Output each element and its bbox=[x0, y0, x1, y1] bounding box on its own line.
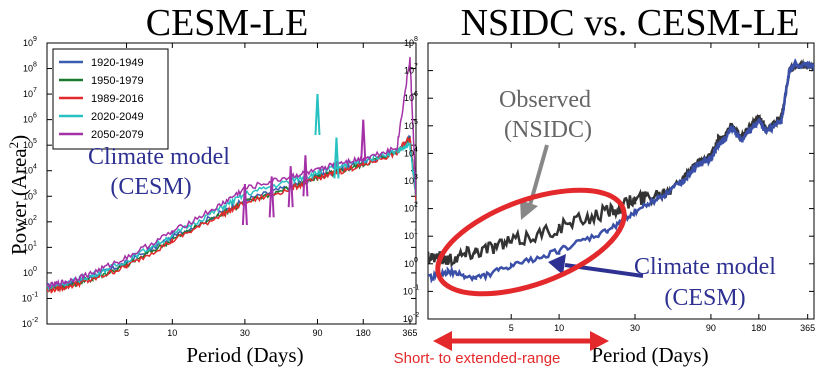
left-annotation-line2: (CESM) bbox=[110, 174, 191, 200]
model-label-line2: (CESM) bbox=[664, 285, 745, 311]
left-plot: 5 10 30 90 180 365 10-2 10-1 100 101 102 103 104 105 1… bbox=[22, 36, 418, 338]
y-tick-label: 106 bbox=[23, 113, 37, 125]
series-group bbox=[428, 57, 814, 284]
spectral-peak bbox=[287, 166, 294, 208]
x-tick-label: 30 bbox=[630, 323, 640, 333]
y-tick-label: 102 bbox=[23, 215, 37, 227]
x-tick-label: 365 bbox=[402, 328, 417, 338]
y-tick-label: 108 bbox=[23, 62, 37, 74]
observed-label-line2: (NSIDC) bbox=[504, 117, 592, 143]
legend-label: 1989-2016 bbox=[91, 93, 144, 105]
y-tick-label: 100 bbox=[404, 257, 418, 269]
y-tick-label: 109 bbox=[23, 36, 37, 48]
series-line bbox=[47, 136, 416, 294]
left-x-label: Period (Days) bbox=[186, 343, 303, 367]
y-tick-label: 107 bbox=[23, 87, 37, 99]
spectral-peak bbox=[302, 155, 309, 197]
y-tick-label: 108 bbox=[404, 36, 418, 48]
x-tick-label: 5 bbox=[509, 323, 514, 333]
series-line bbox=[428, 57, 814, 284]
y-tick-label: 105 bbox=[404, 119, 418, 131]
y-tick-label: 107 bbox=[404, 64, 418, 76]
y-tick-label: 104 bbox=[404, 146, 418, 158]
y-tick-label: 10-1 bbox=[403, 284, 419, 296]
x-tick-label: 10 bbox=[167, 328, 177, 338]
legend-label: 1950-1979 bbox=[91, 75, 144, 87]
right-x-label: Period (Days) bbox=[591, 343, 708, 367]
y-tick-label: 101 bbox=[404, 229, 418, 241]
left-y-label-sup: 2 bbox=[6, 142, 21, 149]
y-tick-label: 10-1 bbox=[22, 291, 38, 303]
short-range-ellipse bbox=[435, 187, 627, 297]
legend: 1920-1949 1950-1979 1989-2016 2020-2049 2050… bbox=[52, 48, 169, 150]
y-tick-label: 103 bbox=[23, 189, 37, 201]
y-tick-label: 104 bbox=[23, 164, 37, 176]
spectral-peak bbox=[333, 137, 340, 179]
left-y-label-main: Power (Area bbox=[7, 148, 31, 255]
y-tick-label: 10-2 bbox=[22, 317, 38, 329]
left-y-label-close: ) bbox=[7, 135, 31, 142]
x-tick-label: 180 bbox=[356, 328, 371, 338]
y-tick-label: 103 bbox=[404, 174, 418, 186]
x-tick-label: 90 bbox=[312, 328, 322, 338]
y-tick-label: 102 bbox=[404, 202, 418, 214]
x-tick-label: 10 bbox=[554, 323, 564, 333]
x-tick-label: 30 bbox=[240, 328, 250, 338]
spectral-peak bbox=[360, 119, 367, 161]
series-line bbox=[47, 57, 416, 290]
series-group bbox=[47, 57, 416, 294]
legend-label: 2020-2049 bbox=[91, 111, 144, 123]
range-arrow bbox=[433, 331, 609, 351]
x-tick-label: 180 bbox=[751, 323, 766, 333]
y-tick-label: 10-2 bbox=[403, 312, 419, 324]
right-title: NSIDC vs. CESM-LE bbox=[461, 2, 800, 44]
model-label-line1: Climate model bbox=[634, 254, 776, 280]
left-annotation-line1: Climate model bbox=[88, 144, 230, 170]
y-tick-label: 105 bbox=[23, 138, 37, 150]
right-plot: 5 10 30 90 180 365 10-2 10-1 100 101 102 103 104 105 1… bbox=[403, 36, 815, 333]
x-tick-label: 5 bbox=[124, 328, 129, 338]
spectral-peak bbox=[268, 176, 275, 218]
left-y-label: Power (Area2) bbox=[6, 135, 31, 255]
spectral-peak bbox=[314, 94, 321, 136]
left-title: CESM-LE bbox=[146, 2, 309, 44]
spectral-peak bbox=[241, 184, 248, 226]
x-tick-label: 365 bbox=[800, 323, 815, 333]
series-line bbox=[47, 140, 416, 292]
y-tick-label: 100 bbox=[23, 266, 37, 278]
legend-label: 2050-2079 bbox=[91, 129, 144, 141]
y-tick-label: 106 bbox=[404, 91, 418, 103]
x-tick-label: 90 bbox=[706, 323, 716, 333]
observed-label-line1: Observed bbox=[499, 87, 591, 113]
legend-label: 1920-1949 bbox=[91, 57, 144, 69]
y-tick-label: 101 bbox=[23, 240, 37, 252]
range-label: Short- to extended-range bbox=[394, 350, 561, 367]
